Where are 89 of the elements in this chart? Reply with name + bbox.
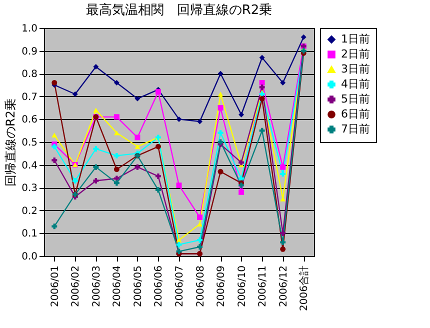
y-tick-label: 0.9 (22, 46, 38, 58)
x-tick-label: 2006/05 (132, 266, 144, 308)
point (134, 96, 140, 102)
point (238, 189, 244, 195)
y-tick-label: 0.6 (22, 114, 38, 126)
point (155, 144, 161, 150)
point (280, 80, 286, 86)
point (259, 54, 265, 60)
y-tick-label: 0.7 (22, 92, 38, 103)
legend-label: 7日前 (341, 122, 370, 136)
y-tick-label: 0.0 (22, 252, 38, 262)
point (280, 164, 286, 170)
point (176, 182, 182, 188)
point (280, 230, 286, 236)
y-tick-label: 0.3 (22, 183, 38, 194)
point (259, 80, 265, 86)
point (52, 80, 58, 86)
point (176, 238, 182, 242)
point (218, 168, 224, 174)
point (155, 187, 161, 193)
x-tick-label: 2006/06 (154, 266, 165, 308)
point (197, 237, 203, 243)
point (114, 80, 120, 86)
point (114, 176, 120, 182)
point (238, 176, 244, 182)
x-tick-label: 2006合計 (298, 266, 310, 311)
point (197, 118, 203, 124)
point (218, 70, 224, 76)
x-tick-label: 2006/11 (258, 266, 269, 308)
point (114, 114, 120, 120)
point (259, 128, 265, 134)
point (238, 112, 244, 118)
point (52, 132, 58, 138)
y-tick-label: 0.2 (22, 206, 38, 217)
point (93, 108, 99, 112)
point (155, 89, 161, 95)
point (218, 105, 224, 111)
legend-label: 3日前 (341, 62, 370, 76)
point (280, 246, 286, 252)
point (238, 160, 244, 166)
point (114, 166, 120, 172)
point (114, 152, 120, 158)
point (134, 164, 140, 170)
point (280, 171, 286, 177)
y-tick-label: 0.4 (22, 160, 38, 172)
x-tick-label: 2006/02 (70, 266, 82, 308)
chart-title: 最高気温相関 回帰直線のR2乗 (86, 2, 272, 18)
point (238, 182, 244, 188)
legend-label: 2日前 (341, 48, 370, 60)
point (93, 64, 99, 70)
x-tick-label: 2006/01 (50, 266, 61, 308)
point (52, 158, 58, 163)
point (93, 178, 99, 184)
legend-label: 4日前 (341, 78, 370, 90)
y-tick-label: 0.1 (22, 228, 38, 240)
x-tick-label: 2006/12 (278, 266, 290, 308)
point (300, 34, 306, 40)
point (114, 180, 120, 186)
point (259, 96, 265, 102)
point (259, 84, 265, 90)
point (93, 164, 99, 170)
point (134, 144, 140, 149)
point (176, 116, 182, 122)
point (218, 92, 224, 96)
x-tick-label: 2006/07 (174, 266, 186, 308)
point (218, 130, 224, 136)
point (155, 173, 161, 179)
legend-label: 5日前 (341, 92, 370, 106)
point (52, 224, 58, 230)
point (197, 244, 203, 250)
point (197, 214, 203, 220)
legend-label: 1日前 (341, 32, 370, 46)
x-tick-label: 2006/08 (195, 266, 206, 308)
x-tick-label: 2006/09 (216, 266, 228, 308)
point (114, 130, 120, 136)
point (197, 222, 203, 226)
x-tick-label: 2006/10 (236, 266, 248, 308)
legend-label: 6日前 (341, 108, 370, 120)
x-tick-label: 2006/03 (91, 266, 102, 308)
y-axis-title: 回帰直線のR2乗 (4, 98, 18, 186)
point (93, 146, 99, 152)
y-tick-label: 0.5 (22, 138, 38, 148)
point (72, 178, 78, 184)
point (280, 240, 286, 246)
point (134, 134, 140, 140)
x-tick-label: 2006/04 (112, 266, 124, 308)
point (72, 91, 78, 97)
y-tick-label: 0.8 (22, 69, 38, 80)
y-tick-label: 1.0 (22, 24, 38, 34)
